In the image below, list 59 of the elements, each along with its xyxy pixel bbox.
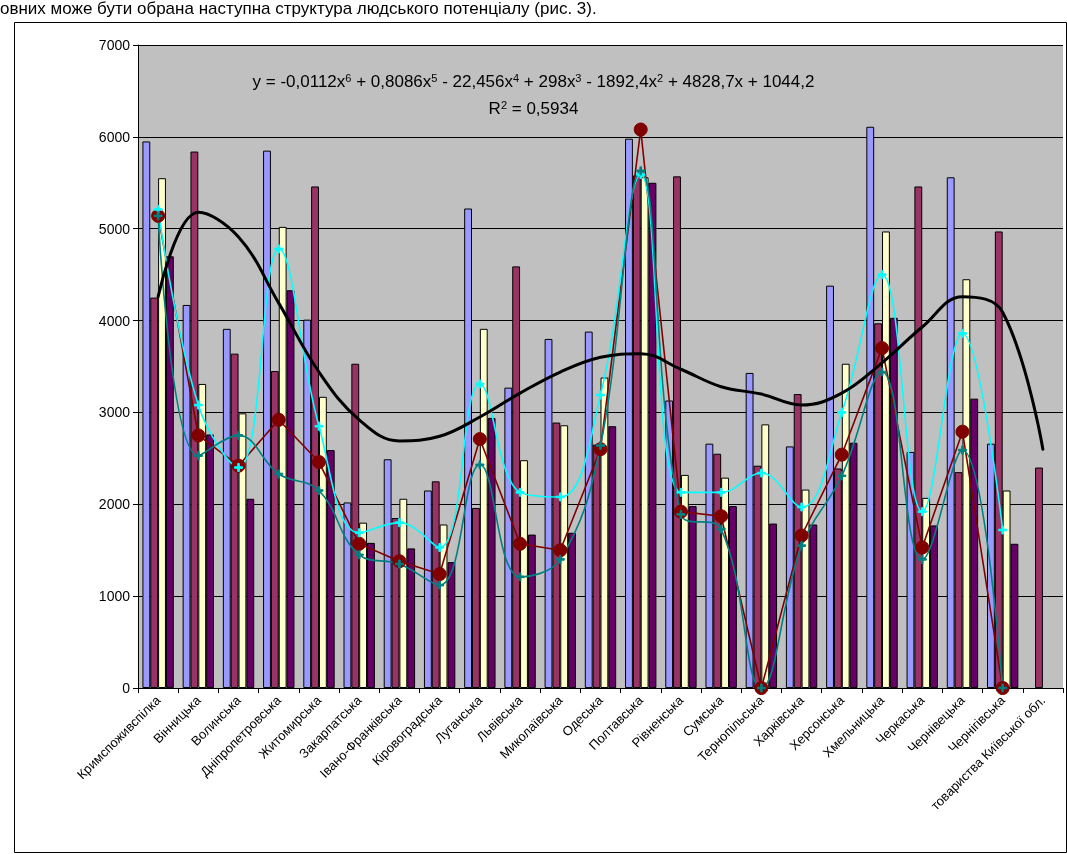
point	[515, 487, 525, 497]
point	[354, 528, 364, 538]
point	[915, 540, 930, 555]
point	[475, 460, 485, 470]
text: овних може бути обрана наступна структура людського потенціалу (рис. 3).	[0, 0, 597, 18]
point	[274, 244, 284, 254]
point	[834, 447, 849, 462]
point	[555, 492, 565, 502]
point	[633, 122, 648, 137]
point	[875, 341, 890, 356]
point	[596, 390, 605, 400]
point	[193, 400, 203, 410]
point	[917, 507, 927, 517]
point	[877, 270, 887, 280]
point	[515, 572, 525, 582]
point	[837, 407, 847, 417]
point	[797, 541, 807, 551]
point	[274, 469, 284, 479]
point	[636, 166, 646, 176]
point	[354, 550, 364, 560]
point	[998, 525, 1008, 535]
point	[234, 430, 244, 440]
y-tick-label: 6000	[98, 128, 131, 145]
point	[676, 487, 686, 497]
y-tick-label: 7000	[98, 37, 131, 53]
point	[716, 487, 726, 497]
point	[352, 536, 367, 551]
point	[555, 554, 565, 564]
point	[756, 468, 766, 478]
point	[432, 567, 447, 582]
point	[553, 543, 568, 558]
y-tick-label: 2000	[98, 496, 131, 513]
point	[191, 428, 206, 443]
point	[394, 518, 404, 528]
point	[957, 445, 967, 455]
point	[513, 536, 528, 551]
y-tick-label: 0	[122, 680, 131, 696]
point	[311, 455, 326, 470]
point	[271, 412, 286, 427]
point	[314, 421, 324, 431]
y-tick-label: 3000	[98, 404, 131, 421]
point	[435, 580, 445, 590]
point	[435, 542, 445, 552]
y-tick-label: 1000	[98, 588, 131, 605]
point	[917, 554, 927, 564]
point	[837, 471, 847, 481]
point	[957, 328, 967, 338]
point	[716, 524, 726, 534]
point	[955, 424, 970, 439]
point	[314, 486, 324, 496]
y-tick-label: 5000	[98, 220, 131, 237]
point	[193, 451, 203, 461]
point	[794, 528, 809, 543]
point	[475, 379, 485, 389]
point	[877, 367, 887, 377]
point	[472, 432, 487, 447]
point	[714, 509, 729, 524]
point	[797, 502, 807, 512]
y-tick-label: 4000	[98, 312, 131, 329]
